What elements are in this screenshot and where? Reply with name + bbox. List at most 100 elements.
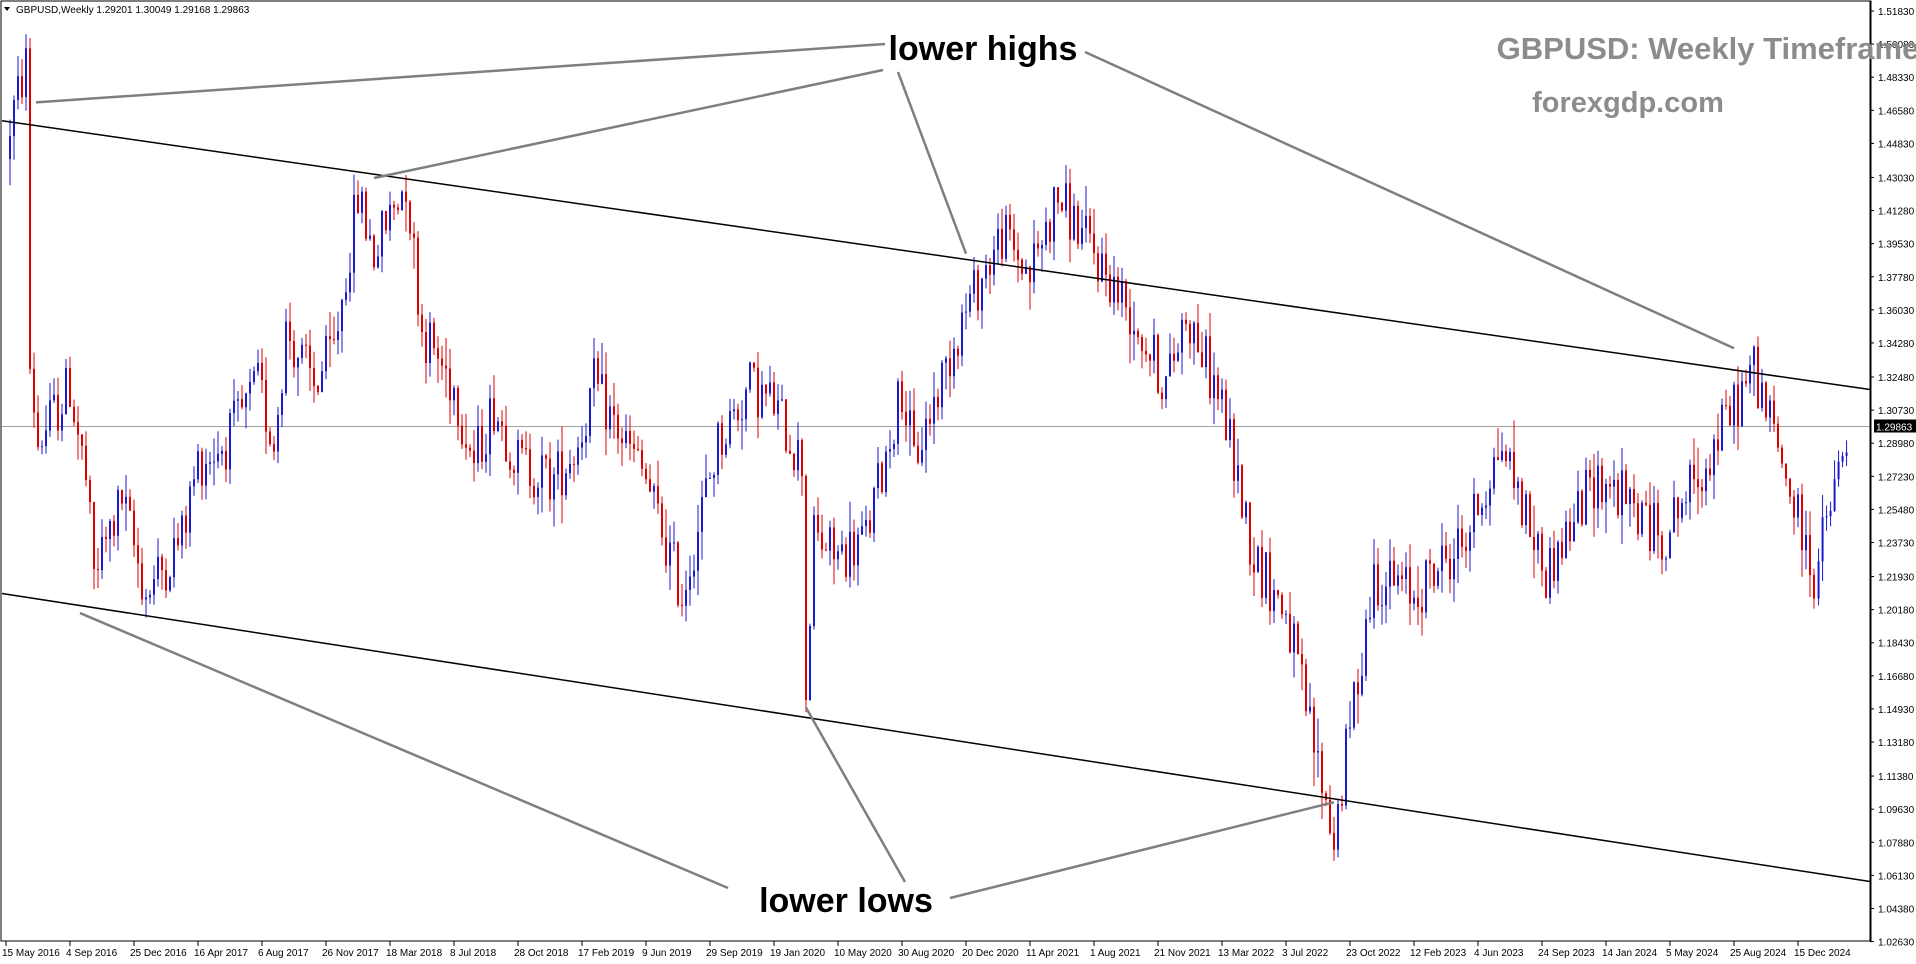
candle-body xyxy=(1705,468,1707,492)
candle-body xyxy=(1617,479,1619,516)
candle-body xyxy=(1681,502,1683,519)
candle-body xyxy=(1205,336,1207,368)
candle-body xyxy=(1597,465,1599,509)
candle-body xyxy=(217,453,219,462)
candle-body xyxy=(709,477,711,479)
candle-body xyxy=(605,374,607,430)
price-tick-label: 1.06130 xyxy=(1878,871,1915,882)
triangle-down-icon[interactable] xyxy=(4,7,10,11)
candle-body xyxy=(1489,488,1491,506)
candle-body xyxy=(1581,491,1583,525)
price-tick-label: 1.36030 xyxy=(1878,306,1915,317)
candle-body xyxy=(805,475,807,700)
candle-body xyxy=(929,418,931,424)
candle-body xyxy=(621,438,623,444)
candle-body xyxy=(1425,560,1427,613)
time-tick-label: 19 Jan 2020 xyxy=(770,948,825,959)
candle-body xyxy=(733,409,735,412)
candle-body xyxy=(969,293,971,312)
candle-body xyxy=(877,463,879,489)
candle-body xyxy=(1657,502,1659,536)
candle-body xyxy=(1461,528,1463,547)
candle-body xyxy=(1081,228,1083,245)
candle-body xyxy=(1225,389,1227,441)
candle-body xyxy=(1249,502,1251,565)
candle-body xyxy=(393,204,395,208)
candle-body xyxy=(1833,479,1836,511)
candle-body xyxy=(1381,605,1383,607)
price-tick-label: 1.02630 xyxy=(1878,938,1915,949)
time-tick-label: 4 Sep 2016 xyxy=(66,948,118,959)
candle-body xyxy=(325,336,327,372)
candle-body xyxy=(1729,405,1731,426)
price-tick-label: 1.16680 xyxy=(1878,672,1915,683)
candle-body xyxy=(1265,552,1267,598)
candle-body xyxy=(1525,494,1527,526)
candle-body xyxy=(1497,457,1499,461)
candle-body xyxy=(85,445,87,481)
candle-body xyxy=(1669,532,1671,559)
candle-body xyxy=(141,563,143,600)
candle-body xyxy=(1057,187,1059,203)
candle-body xyxy=(745,389,747,420)
candle-body xyxy=(853,531,855,566)
candle-body xyxy=(1009,214,1011,230)
price-axis[interactable]: 1.51830 1.50080 1.48330 1.46580 1.44830 1.430… xyxy=(1869,1,1915,949)
candle-body xyxy=(1845,452,1848,456)
time-tick-label: 12 Feb 2023 xyxy=(1410,948,1467,959)
candle-body xyxy=(1125,281,1127,308)
candle-body xyxy=(1589,469,1591,478)
time-tick-label: 5 May 2024 xyxy=(1666,948,1719,959)
candle-body xyxy=(1785,463,1787,479)
candle-body xyxy=(1409,567,1411,604)
candle-body xyxy=(1769,400,1771,418)
candle-body xyxy=(609,406,611,430)
candle-body xyxy=(353,194,355,273)
current-price-marker: 1.29863 xyxy=(1874,419,1916,433)
candle-body xyxy=(1433,563,1435,586)
candle-body xyxy=(741,419,743,421)
candle-body xyxy=(1661,535,1663,560)
candle-body xyxy=(1757,346,1759,408)
candle-body xyxy=(689,576,691,590)
candle-body xyxy=(1029,266,1031,283)
candle-body xyxy=(381,211,383,257)
candle-body xyxy=(81,434,83,446)
candle-body xyxy=(529,449,531,486)
candle-body xyxy=(1841,455,1844,462)
candle-body xyxy=(457,387,459,426)
time-tick-label: 23 Oct 2022 xyxy=(1346,948,1401,959)
candle-body xyxy=(777,400,779,414)
candle-body xyxy=(905,411,907,426)
candle-body xyxy=(701,497,703,532)
candle-body xyxy=(473,450,475,464)
candle-body xyxy=(45,430,47,447)
candle-body xyxy=(1541,533,1543,571)
candle-body xyxy=(1197,322,1199,353)
candle-body xyxy=(925,418,927,451)
candle-body xyxy=(993,249,995,275)
candle-body xyxy=(1473,493,1475,533)
candle-body xyxy=(781,399,783,401)
candle-body xyxy=(885,451,887,493)
price-tick-label: 1.14930 xyxy=(1878,705,1915,716)
lower-high-pointer xyxy=(35,42,886,104)
candle-body xyxy=(1457,528,1459,559)
candle-body xyxy=(1733,384,1735,426)
candle-body xyxy=(1481,507,1483,516)
candle-body xyxy=(749,362,751,390)
candle-body xyxy=(249,381,251,394)
candle-body xyxy=(1005,214,1007,259)
candle-body xyxy=(241,399,243,408)
candle-body xyxy=(1837,461,1840,480)
candle-body xyxy=(233,400,235,414)
candle-body xyxy=(429,322,431,364)
candle-body xyxy=(1813,574,1815,599)
candle-body xyxy=(613,406,615,415)
candle-body xyxy=(625,430,627,444)
candle-body xyxy=(1341,804,1343,806)
time-axis[interactable]: 15 May 2016 4 Sep 2016 25 Dec 2016 16 Apr 2… xyxy=(2,940,1870,959)
candle-body xyxy=(337,331,339,340)
